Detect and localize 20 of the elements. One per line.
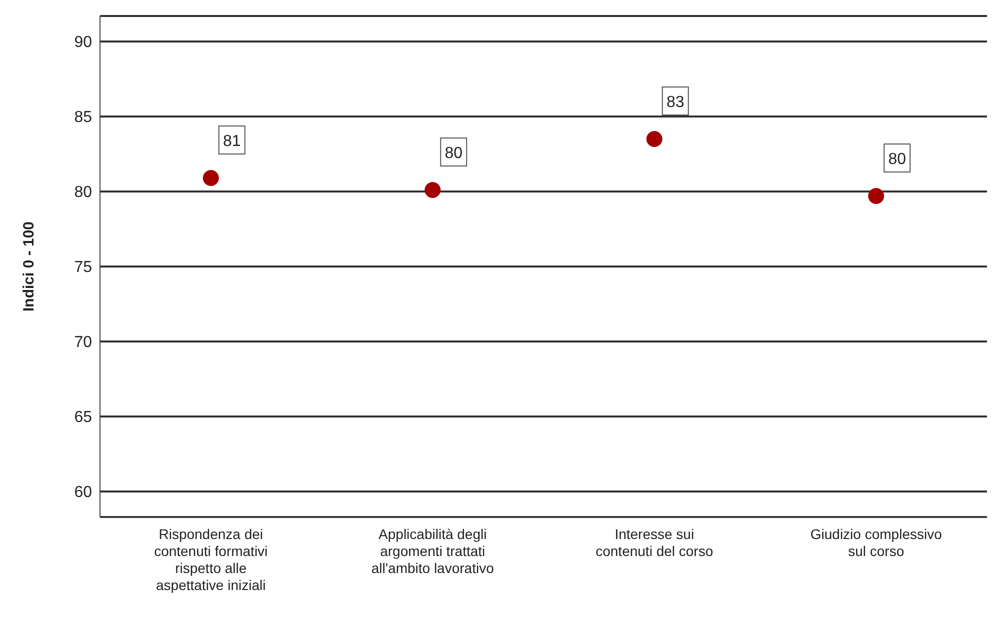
data-label: 80 bbox=[444, 145, 463, 162]
y-axis-title: Indici 0 - 100 bbox=[20, 221, 38, 312]
y-tick-label: 90 bbox=[74, 34, 92, 52]
y-tick-label: 80 bbox=[74, 184, 92, 202]
x-tick-label: Interesse sui contenuti del corso bbox=[596, 526, 714, 559]
y-tick-label: 85 bbox=[74, 109, 92, 126]
point bbox=[868, 188, 884, 204]
data-label: 81 bbox=[222, 133, 241, 150]
x-tick-label: Rispondenza dei contenuti formativi rispetto alle aspettative iniziali bbox=[154, 526, 268, 593]
y-tick-label: 70 bbox=[74, 334, 92, 352]
point bbox=[424, 182, 441, 198]
y-tick-label: 60 bbox=[74, 484, 92, 502]
x-tick-label: Applicabilità degli argomenti trattati all'ambito lavorativo bbox=[371, 526, 494, 576]
point bbox=[202, 170, 219, 186]
data-label: 83 bbox=[666, 94, 684, 111]
y-tick-label: 65 bbox=[74, 409, 92, 426]
point bbox=[646, 131, 662, 147]
y-tick-label: 75 bbox=[74, 259, 92, 276]
data-label: 80 bbox=[888, 151, 906, 168]
x-tick-label: Giudizio complessivo sul corso bbox=[810, 526, 942, 559]
